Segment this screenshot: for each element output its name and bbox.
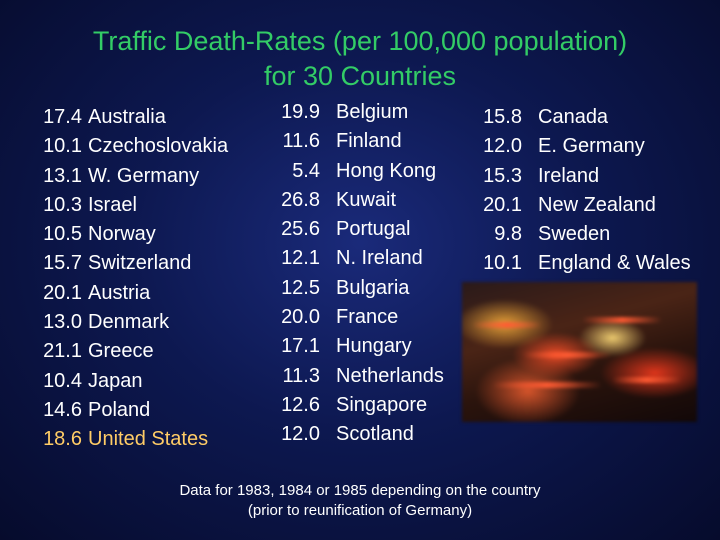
country-name: Japan xyxy=(88,369,143,392)
rate-value: 12.1 xyxy=(281,247,320,270)
country-name: Ireland xyxy=(538,164,600,187)
column-2-countries: Belgium Finland Hong Kong Kuwait Portuga… xyxy=(336,98,466,450)
column-2-values: 19.9 11.6 5.4 26.8 25.6 12.1 12.5 20.0 1… xyxy=(262,98,320,450)
country-name: Scotland xyxy=(336,423,414,446)
country-name: E. Germany xyxy=(538,135,645,158)
country-name: Finland xyxy=(336,130,402,153)
rate-value: 11.3 xyxy=(282,364,320,387)
rate-value: 19.9 xyxy=(281,101,320,123)
rate-value: 17.4 xyxy=(43,106,82,128)
country-name: Hong Kong xyxy=(336,159,437,182)
footnote-line-2: (prior to reunification of Germany) xyxy=(247,502,473,519)
country-name: Portugal xyxy=(336,218,411,241)
rate-value: 15.8 xyxy=(483,106,522,128)
rate-value: 14.6 xyxy=(43,398,82,421)
rate-value: 21.1 xyxy=(43,340,82,363)
rate-value: 25.6 xyxy=(281,218,320,241)
rate-value: 15.3 xyxy=(483,164,522,187)
rate-value: 13.1 xyxy=(43,164,82,187)
rate-value: 12.6 xyxy=(281,393,320,416)
rate-value: 15.7 xyxy=(43,252,82,275)
country-name: Austria xyxy=(88,281,151,304)
rate-value: 11.6 xyxy=(282,130,320,153)
country-name: Singapore xyxy=(336,393,428,416)
rate-value-highlighted: 18.6 xyxy=(43,428,82,451)
country-name: Norway xyxy=(88,223,156,246)
country-name: Netherlands xyxy=(336,364,444,387)
footnote: Data for 1983, 1984 or 1985 depending on… xyxy=(160,481,560,521)
rate-value: 13.0 xyxy=(43,311,82,334)
country-name: Poland xyxy=(88,398,151,421)
country-name: Australia xyxy=(88,106,166,128)
country-name: France xyxy=(336,306,399,329)
country-name: Belgium xyxy=(336,101,409,123)
country-name: Israel xyxy=(88,193,137,216)
country-name: Sweden xyxy=(538,223,611,246)
rate-value: 20.0 xyxy=(281,306,320,329)
column-3-values: 15.8 12.0 15.3 20.1 9.8 10.1 xyxy=(466,103,522,279)
country-name: N. Ireland xyxy=(336,247,423,270)
rate-value: 12.0 xyxy=(483,135,522,158)
country-name: Hungary xyxy=(336,335,412,358)
rate-value: 12.0 xyxy=(281,423,320,446)
rate-value: 10.1 xyxy=(483,252,522,275)
country-name: Czechoslovakia xyxy=(88,135,229,158)
column-1-values: 17.4 10.1 13.1 10.3 10.5 15.7 20.1 13.0 … xyxy=(18,103,82,455)
slide-title: Traffic Death-Rates (per 100,000 populat… xyxy=(0,24,720,94)
country-name: New Zealand xyxy=(538,193,656,216)
country-name: Bulgaria xyxy=(336,276,410,299)
traffic-lights-photo xyxy=(462,282,697,422)
rate-value: 26.8 xyxy=(281,188,320,211)
country-name: Canada xyxy=(538,106,609,128)
country-name: W. Germany xyxy=(88,164,200,187)
country-name: Switzerland xyxy=(88,252,192,275)
country-name: Kuwait xyxy=(336,188,397,211)
rate-value: 20.1 xyxy=(43,281,82,304)
rate-value: 12.5 xyxy=(281,276,320,299)
rate-value: 10.1 xyxy=(43,135,82,158)
column-3-countries: Canada E. Germany Ireland New Zealand Sw… xyxy=(538,103,720,279)
rate-value: 10.3 xyxy=(43,193,82,216)
rate-value: 20.1 xyxy=(483,193,522,216)
rate-value: 17.1 xyxy=(281,335,320,358)
country-name: Denmark xyxy=(88,311,170,334)
column-1-countries: Australia Czechoslovakia W. Germany Isra… xyxy=(88,103,258,455)
title-line-1: Traffic Death-Rates (per 100,000 populat… xyxy=(92,26,628,56)
country-name: Greece xyxy=(88,340,154,363)
rate-value: 5.4 xyxy=(292,159,320,182)
rate-value: 10.5 xyxy=(43,223,82,246)
footnote-line-1: Data for 1983, 1984 or 1985 depending on… xyxy=(179,482,541,499)
title-line-2: for 30 Countries xyxy=(263,61,457,91)
rate-value: 9.8 xyxy=(494,223,522,246)
country-name-highlighted: United States xyxy=(88,428,209,451)
rate-value: 10.4 xyxy=(43,369,82,392)
country-name: England & Wales xyxy=(538,252,691,275)
